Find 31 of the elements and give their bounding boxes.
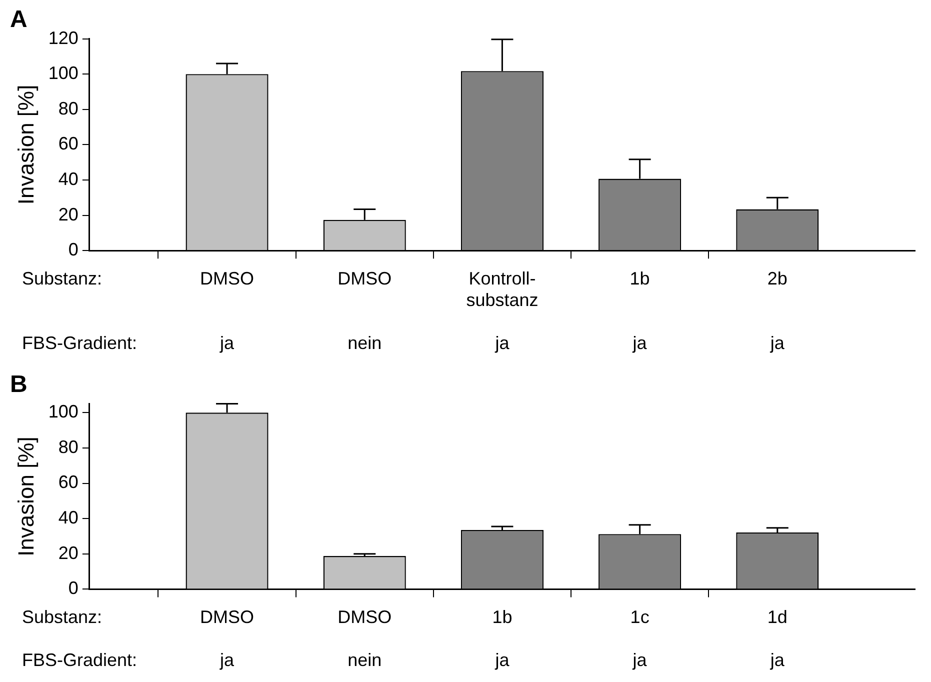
y-tick-label: 80 bbox=[58, 98, 78, 118]
chart-title: B bbox=[10, 371, 28, 398]
y-tick-label: 0 bbox=[68, 578, 78, 598]
category-label: DMSO ja bbox=[200, 268, 254, 354]
text: Substanz: bbox=[22, 268, 102, 288]
category-label: 1b ja bbox=[630, 268, 650, 354]
y-tick-label: 100 bbox=[48, 402, 78, 422]
y-tick-label: 100 bbox=[48, 63, 78, 84]
y-tick-label: 60 bbox=[58, 472, 78, 492]
category-label: Kontroll- substanz ja bbox=[466, 268, 538, 354]
y-tick-label: 20 bbox=[58, 204, 78, 224]
text: FBS-Gradient: bbox=[22, 333, 138, 354]
y-tick-label: 120 bbox=[48, 28, 78, 48]
category-label: 1d ja bbox=[767, 606, 788, 670]
y-tick-label: 20 bbox=[58, 542, 78, 563]
category-label: DMSO nein bbox=[338, 268, 392, 354]
category-label: 2b ja bbox=[767, 268, 788, 354]
y-tick-label: 0 bbox=[68, 240, 78, 260]
category-label: DMSO nein bbox=[338, 606, 392, 670]
y-tick-label: 80 bbox=[58, 436, 78, 457]
y-tick-label: 40 bbox=[58, 168, 78, 189]
category-label: 1b ja bbox=[492, 606, 512, 670]
text: FBS-Gradient: bbox=[22, 650, 138, 670]
y-tick-label: 60 bbox=[58, 134, 78, 154]
y-tick-label: 40 bbox=[58, 508, 78, 528]
text: Substanz: bbox=[22, 606, 102, 627]
category-label: 1c ja bbox=[630, 606, 650, 670]
y-axis-title: Invasion [%] bbox=[13, 84, 38, 205]
chart-title: A bbox=[10, 6, 28, 34]
y-axis-title: Invasion [%] bbox=[13, 436, 38, 556]
category-label: DMSO ja bbox=[200, 606, 254, 670]
